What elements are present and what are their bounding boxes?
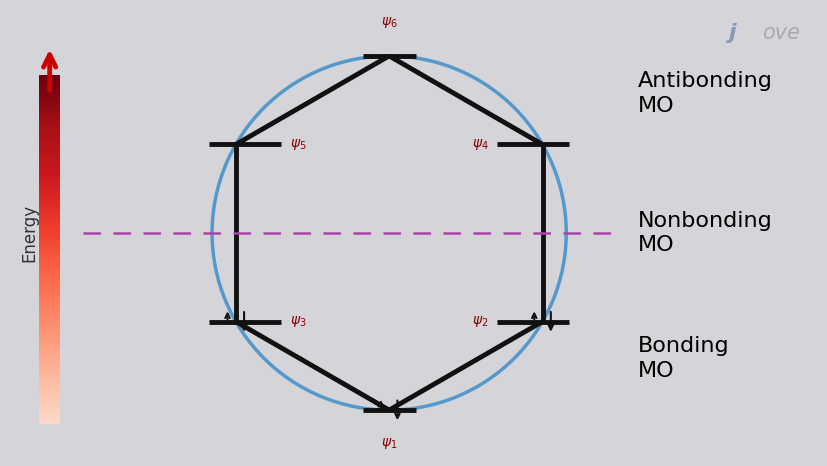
Text: $\psi_3$: $\psi_3$ bbox=[289, 314, 306, 329]
Text: Antibonding
MO: Antibonding MO bbox=[637, 71, 772, 116]
Text: $\psi_1$: $\psi_1$ bbox=[380, 436, 397, 451]
Text: j: j bbox=[728, 23, 736, 42]
Text: ove: ove bbox=[761, 23, 799, 42]
Text: $\psi_2$: $\psi_2$ bbox=[471, 314, 488, 329]
Text: $\psi_6$: $\psi_6$ bbox=[380, 15, 397, 30]
Text: $\psi_5$: $\psi_5$ bbox=[289, 137, 306, 152]
Text: Energy: Energy bbox=[20, 204, 38, 262]
Text: $\psi_4$: $\psi_4$ bbox=[471, 137, 488, 152]
Text: Bonding
MO: Bonding MO bbox=[637, 336, 729, 381]
Text: Nonbonding
MO: Nonbonding MO bbox=[637, 211, 772, 255]
